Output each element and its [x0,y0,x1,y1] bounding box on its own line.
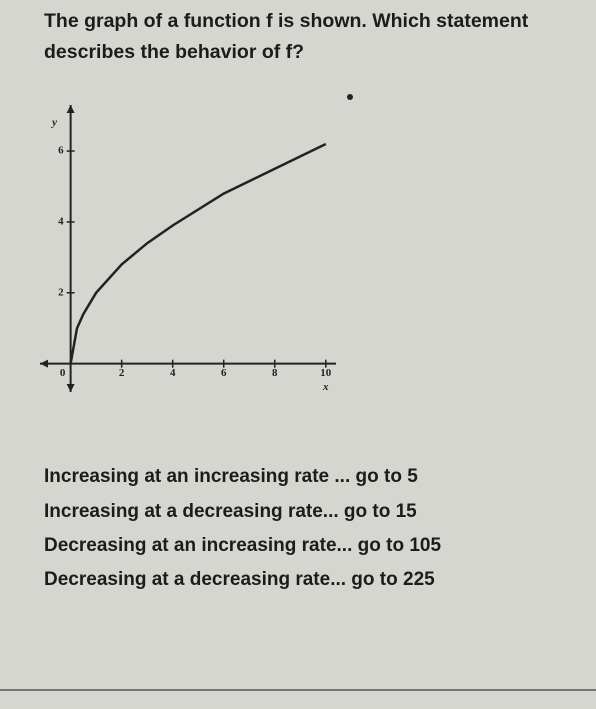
option: Decreasing at a decreasing rate... go to… [44,569,435,590]
x-tick-label: 4 [170,367,176,379]
option: Decreasing at an increasing rate... go t… [44,535,442,556]
y-tick-label: 4 [58,215,64,227]
x-tick-label: 6 [221,367,227,379]
x-tick-label: 0 [60,367,66,379]
x-tick-label: 10 [320,367,332,379]
y-axis-label: y [50,117,57,129]
curve [69,142,327,364]
dot [347,94,353,100]
y-tick-label: 2 [58,286,64,298]
x-axis-label: x [322,381,329,393]
option: Increasing at an increasing rate ... go … [44,466,418,487]
y-tick-label: 6 [58,145,64,157]
option: Increasing at a decreasing rate... go to… [44,501,417,522]
x-tick-label: 2 [119,367,125,379]
x-tick-label: 8 [272,367,278,379]
question: The graph of a function f is shown. Whic… [44,10,529,63]
arrow [40,105,75,392]
